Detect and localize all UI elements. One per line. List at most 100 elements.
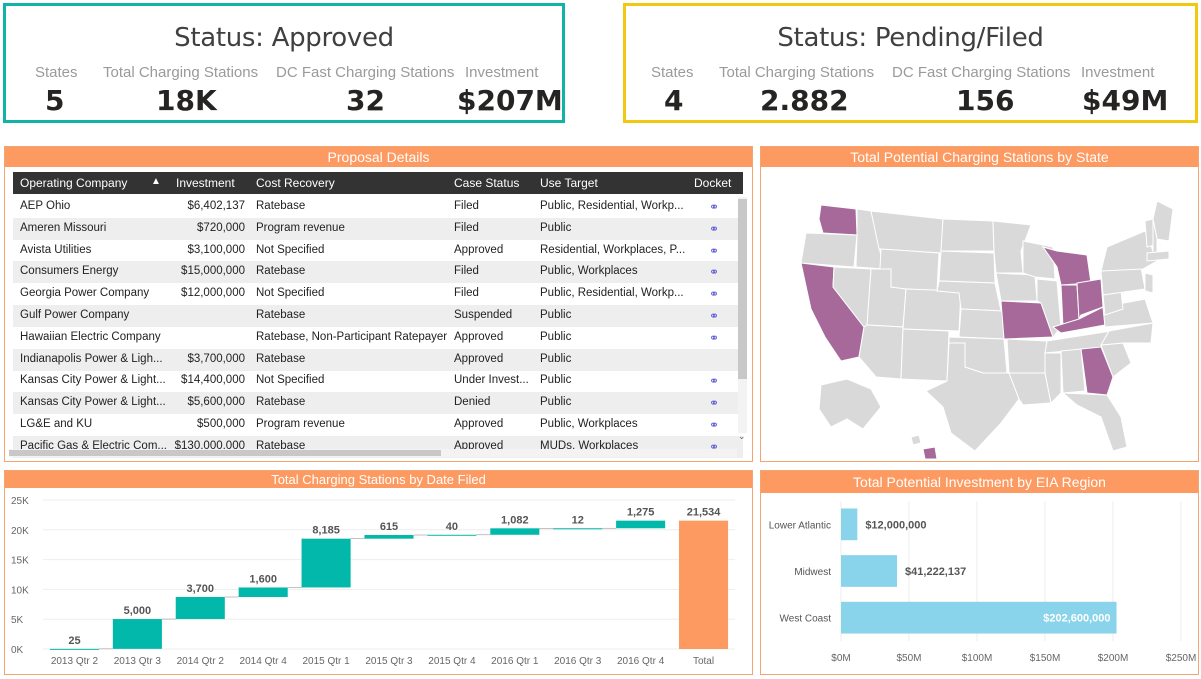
state-nd[interactable] bbox=[940, 218, 995, 252]
waterfall-bar[interactable] bbox=[238, 587, 288, 597]
table-row[interactable]: Kansas City Power & Light... $14,400,000 N… bbox=[13, 370, 743, 392]
region-data-label: $12,000,000 bbox=[865, 519, 926, 531]
state-ia[interactable] bbox=[995, 272, 1038, 302]
waterfall-bar[interactable] bbox=[490, 528, 540, 535]
state-wa[interactable] bbox=[818, 204, 858, 236]
table-row[interactable]: Georgia Power Company $12,000,000 Not Spec… bbox=[13, 283, 743, 305]
state-or[interactable] bbox=[800, 232, 858, 268]
table-row[interactable]: Indianapolis Power & Ligh... $3,700,000 Ra… bbox=[13, 348, 743, 371]
docket-link-icon[interactable]: ⚭ bbox=[709, 439, 720, 454]
state-oh[interactable] bbox=[1076, 278, 1104, 321]
state-ga[interactable] bbox=[1080, 346, 1114, 396]
table-row[interactable]: Gulf Power Company Ratebase Suspended Publi… bbox=[13, 305, 743, 327]
table-row[interactable]: LG&E and KU $500,000 Program revenue Approv… bbox=[13, 414, 743, 436]
region-bar-chart[interactable]: $0M $50M $100M $150M $200M $250M Lower Atlanti… bbox=[761, 493, 1198, 674]
state-sd[interactable] bbox=[938, 250, 996, 284]
region-bar[interactable] bbox=[841, 601, 1117, 634]
sort-ascending-icon[interactable]: ▲ bbox=[151, 176, 161, 187]
col-investment[interactable]: Investment bbox=[176, 176, 235, 190]
x-tick-label: 2014 Qtr 2 bbox=[177, 656, 225, 667]
cell-investment: $130,000,000 bbox=[174, 439, 245, 452]
state-pa[interactable] bbox=[1100, 266, 1146, 296]
cell-recovery: Not Specified bbox=[256, 243, 325, 256]
table-row[interactable]: Kansas City Power & Light... $5,600,000 Ra… bbox=[13, 392, 743, 415]
table-row[interactable]: Avista Utilities $3,100,000 Not Specified A… bbox=[13, 240, 743, 262]
state-ak[interactable] bbox=[818, 378, 882, 430]
col-case-status[interactable]: Case Status bbox=[454, 176, 520, 190]
waterfall-bar[interactable] bbox=[364, 535, 414, 539]
state-fl[interactable] bbox=[1061, 392, 1128, 452]
region-bar-panel: Total Potential Investment by EIA Region… bbox=[760, 470, 1199, 675]
pending-total-stations-label: Total Charging Stations bbox=[719, 64, 875, 81]
col-operating-company[interactable]: Operating Company bbox=[20, 176, 128, 190]
cell-status: Approved bbox=[454, 352, 504, 365]
cell-recovery: Ratebase bbox=[256, 352, 306, 365]
cell-recovery: Not Specified bbox=[256, 287, 325, 300]
table-horizontal-scrollbar[interactable] bbox=[9, 449, 737, 457]
scroll-down-icon[interactable]: ⌄ bbox=[738, 431, 746, 441]
table-row[interactable]: Hawaiian Electric Company Ratebase, Non-P… bbox=[13, 327, 743, 349]
table-vertical-scrollbar[interactable] bbox=[738, 197, 747, 433]
vertical-scroll-thumb[interactable] bbox=[738, 199, 747, 379]
state-nj[interactable] bbox=[1144, 272, 1154, 294]
waterfall-data-label: 8,185 bbox=[312, 525, 340, 537]
horizontal-scroll-thumb[interactable] bbox=[9, 450, 441, 456]
state-ma[interactable] bbox=[1146, 250, 1170, 262]
waterfall-bar[interactable] bbox=[175, 596, 225, 620]
waterfall-total-bar[interactable] bbox=[679, 520, 729, 649]
state-hi-2[interactable] bbox=[922, 446, 938, 460]
state-al[interactable] bbox=[1060, 348, 1086, 394]
docket-link-icon[interactable]: ⚭ bbox=[709, 396, 720, 411]
docket-link-icon[interactable]: ⚭ bbox=[709, 200, 720, 214]
docket-link-icon[interactable]: ⚭ bbox=[709, 221, 720, 236]
state-la[interactable] bbox=[1008, 372, 1052, 406]
pending-states-value: 4 bbox=[664, 84, 684, 117]
waterfall-bar[interactable] bbox=[553, 528, 603, 530]
state-az[interactable] bbox=[858, 324, 904, 380]
region-bar[interactable] bbox=[841, 555, 898, 587]
col-docket[interactable]: Docket bbox=[694, 176, 732, 190]
y-tick-label: 0K bbox=[11, 645, 24, 656]
col-cost-recovery[interactable]: Cost Recovery bbox=[256, 176, 335, 190]
us-states-map[interactable] bbox=[761, 167, 1198, 461]
waterfall-bar[interactable] bbox=[49, 648, 99, 650]
docket-link-icon[interactable]: ⚭ bbox=[709, 374, 720, 389]
docket-link-icon[interactable]: ⚭ bbox=[709, 418, 720, 432]
waterfall-bar[interactable] bbox=[427, 534, 477, 536]
waterfall-bar[interactable] bbox=[112, 619, 162, 649]
state-ar[interactable] bbox=[1006, 338, 1048, 374]
state-me[interactable] bbox=[1152, 200, 1174, 242]
waterfall-bar[interactable] bbox=[301, 538, 351, 588]
docket-link-icon[interactable]: ⚭ bbox=[709, 243, 720, 258]
docket-link-icon[interactable]: ⚭ bbox=[709, 265, 720, 280]
approved-kpi-card[interactable]: Status: Approved States Total Charging S… bbox=[3, 3, 565, 123]
table-row[interactable]: AEP Ohio $6,402,137 Ratebase Filed Public, R… bbox=[13, 196, 743, 218]
pending-kpi-card[interactable]: Status: Pending/Filed States Total Charg… bbox=[623, 3, 1198, 123]
cell-target: Public, Workplaces bbox=[540, 418, 638, 430]
state-ks[interactable] bbox=[958, 308, 1005, 340]
waterfall-panel: Total Charging Stations by Date Filed 0K… bbox=[4, 470, 753, 675]
cell-status: Approved bbox=[454, 418, 504, 430]
pending-title: Status: Pending/Filed bbox=[777, 23, 1044, 53]
approved-dc-fast-label: DC Fast Charging Stations bbox=[276, 64, 455, 81]
state-ny[interactable] bbox=[1100, 230, 1158, 272]
docket-link-icon[interactable]: ⚭ bbox=[709, 309, 720, 323]
table-row[interactable]: Consumers Energy $15,000,000 Ratebase Filed… bbox=[13, 261, 743, 284]
state-nm[interactable] bbox=[900, 328, 950, 382]
docket-link-icon[interactable]: ⚭ bbox=[709, 287, 720, 302]
state-hi-1[interactable] bbox=[910, 434, 922, 446]
table-row[interactable]: Ameren Missouri $720,000 Program revenue Fi… bbox=[13, 217, 743, 240]
col-use-target[interactable]: Use Target bbox=[540, 176, 598, 190]
state-mt[interactable] bbox=[870, 210, 944, 254]
waterfall-chart[interactable]: 0K 5K 10K 15K 20K 25K 25 2013 Qtr 2 5,000 2013 Qt… bbox=[5, 488, 752, 674]
state-il[interactable] bbox=[1036, 278, 1062, 339]
waterfall-bar[interactable] bbox=[616, 520, 666, 529]
docket-link-icon[interactable]: ⚭ bbox=[709, 330, 720, 345]
state-co[interactable] bbox=[902, 288, 962, 332]
state-nc[interactable] bbox=[1100, 322, 1154, 346]
state-ms[interactable] bbox=[1044, 352, 1062, 405]
state-tx[interactable] bbox=[925, 342, 1020, 452]
region-bar[interactable] bbox=[841, 508, 858, 541]
state-wi[interactable] bbox=[1022, 240, 1056, 280]
waterfall-data-label: 1,275 bbox=[627, 507, 655, 519]
